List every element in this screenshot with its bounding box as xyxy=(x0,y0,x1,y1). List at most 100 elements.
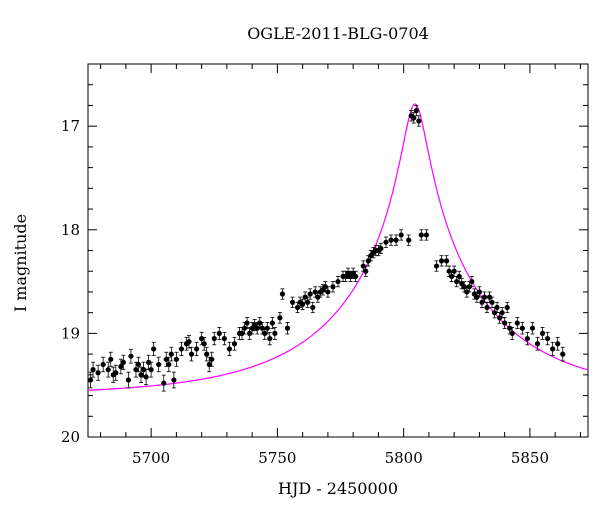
point-marker xyxy=(151,346,157,352)
data-point xyxy=(241,322,248,335)
data-point xyxy=(254,322,260,335)
point-marker xyxy=(226,346,233,352)
data-point xyxy=(128,348,134,364)
y-axis-label: I magnitude xyxy=(11,214,30,312)
point-marker xyxy=(201,341,207,347)
point-marker xyxy=(353,273,359,280)
data-point xyxy=(113,364,119,381)
data-point xyxy=(514,317,520,330)
data-point xyxy=(529,322,536,335)
point-marker xyxy=(269,320,275,326)
point-marker xyxy=(186,339,192,345)
data-point xyxy=(504,301,510,314)
data-point xyxy=(378,242,384,255)
data-point xyxy=(178,341,185,356)
point-marker xyxy=(125,377,132,383)
data-point xyxy=(398,229,404,241)
data-point xyxy=(269,317,275,330)
point-marker xyxy=(163,356,169,362)
y-tick-label: 17 xyxy=(61,117,80,135)
point-marker xyxy=(244,320,250,326)
point-marker xyxy=(502,320,508,326)
data-point xyxy=(267,331,273,346)
point-marker xyxy=(188,351,195,357)
data-point xyxy=(305,296,311,308)
point-marker xyxy=(481,294,488,300)
data-point xyxy=(539,326,546,340)
point-marker xyxy=(413,108,419,114)
data-point xyxy=(502,317,508,330)
point-marker xyxy=(524,335,530,342)
point-marker xyxy=(519,325,525,331)
point-marker xyxy=(294,304,301,311)
data-point xyxy=(272,326,278,340)
data-point xyxy=(204,346,210,362)
point-marker xyxy=(416,118,422,124)
data-point xyxy=(489,296,495,308)
point-marker xyxy=(87,377,94,383)
data-point xyxy=(259,322,265,335)
point-marker xyxy=(148,367,154,373)
data-point xyxy=(231,336,238,351)
point-marker xyxy=(95,370,101,376)
point-marker xyxy=(489,299,495,305)
data-point xyxy=(284,322,291,335)
point-marker xyxy=(433,263,440,269)
data-point xyxy=(423,229,429,241)
data-point xyxy=(310,301,316,314)
y-tick-label: 20 xyxy=(61,428,80,446)
point-marker xyxy=(135,361,142,368)
point-marker xyxy=(446,268,452,274)
point-marker xyxy=(383,239,389,245)
data-point xyxy=(330,281,336,293)
data-point xyxy=(279,288,286,300)
point-marker xyxy=(363,268,369,274)
point-marker xyxy=(550,346,556,352)
point-marker xyxy=(423,232,429,238)
data-point xyxy=(148,361,154,378)
point-marker xyxy=(464,289,470,295)
point-marker xyxy=(335,278,341,285)
point-marker xyxy=(300,301,306,307)
point-marker xyxy=(544,335,551,342)
point-marker xyxy=(193,346,200,352)
data-point xyxy=(353,270,359,282)
point-marker xyxy=(560,351,566,357)
point-marker xyxy=(279,291,286,297)
data-point xyxy=(151,341,157,356)
point-marker xyxy=(509,330,515,336)
data-point xyxy=(524,331,530,346)
data-point xyxy=(221,331,227,346)
point-marker xyxy=(247,330,253,336)
point-marker xyxy=(310,304,316,311)
point-marker xyxy=(476,289,483,295)
data-point xyxy=(118,358,124,375)
point-marker xyxy=(267,335,273,342)
point-marker xyxy=(360,263,366,269)
data-point xyxy=(307,288,313,300)
point-marker xyxy=(398,232,404,238)
data-point xyxy=(476,286,483,298)
point-marker xyxy=(168,351,174,357)
point-marker xyxy=(438,258,445,264)
point-marker xyxy=(143,374,149,380)
point-marker xyxy=(171,377,177,383)
point-marker xyxy=(418,232,424,238)
point-marker xyxy=(105,367,111,373)
point-marker xyxy=(209,356,215,362)
data-point xyxy=(481,291,488,303)
data-point xyxy=(335,276,341,288)
data-point xyxy=(555,336,561,351)
data-point xyxy=(264,322,270,335)
data-point xyxy=(156,356,162,373)
data-point xyxy=(173,351,179,367)
point-marker xyxy=(100,361,106,368)
point-marker xyxy=(393,237,399,243)
data-point xyxy=(125,371,132,389)
point-marker xyxy=(156,361,162,368)
data-point xyxy=(289,296,296,308)
data-point xyxy=(186,334,192,349)
point-marker xyxy=(330,284,336,290)
data-point xyxy=(474,291,480,303)
